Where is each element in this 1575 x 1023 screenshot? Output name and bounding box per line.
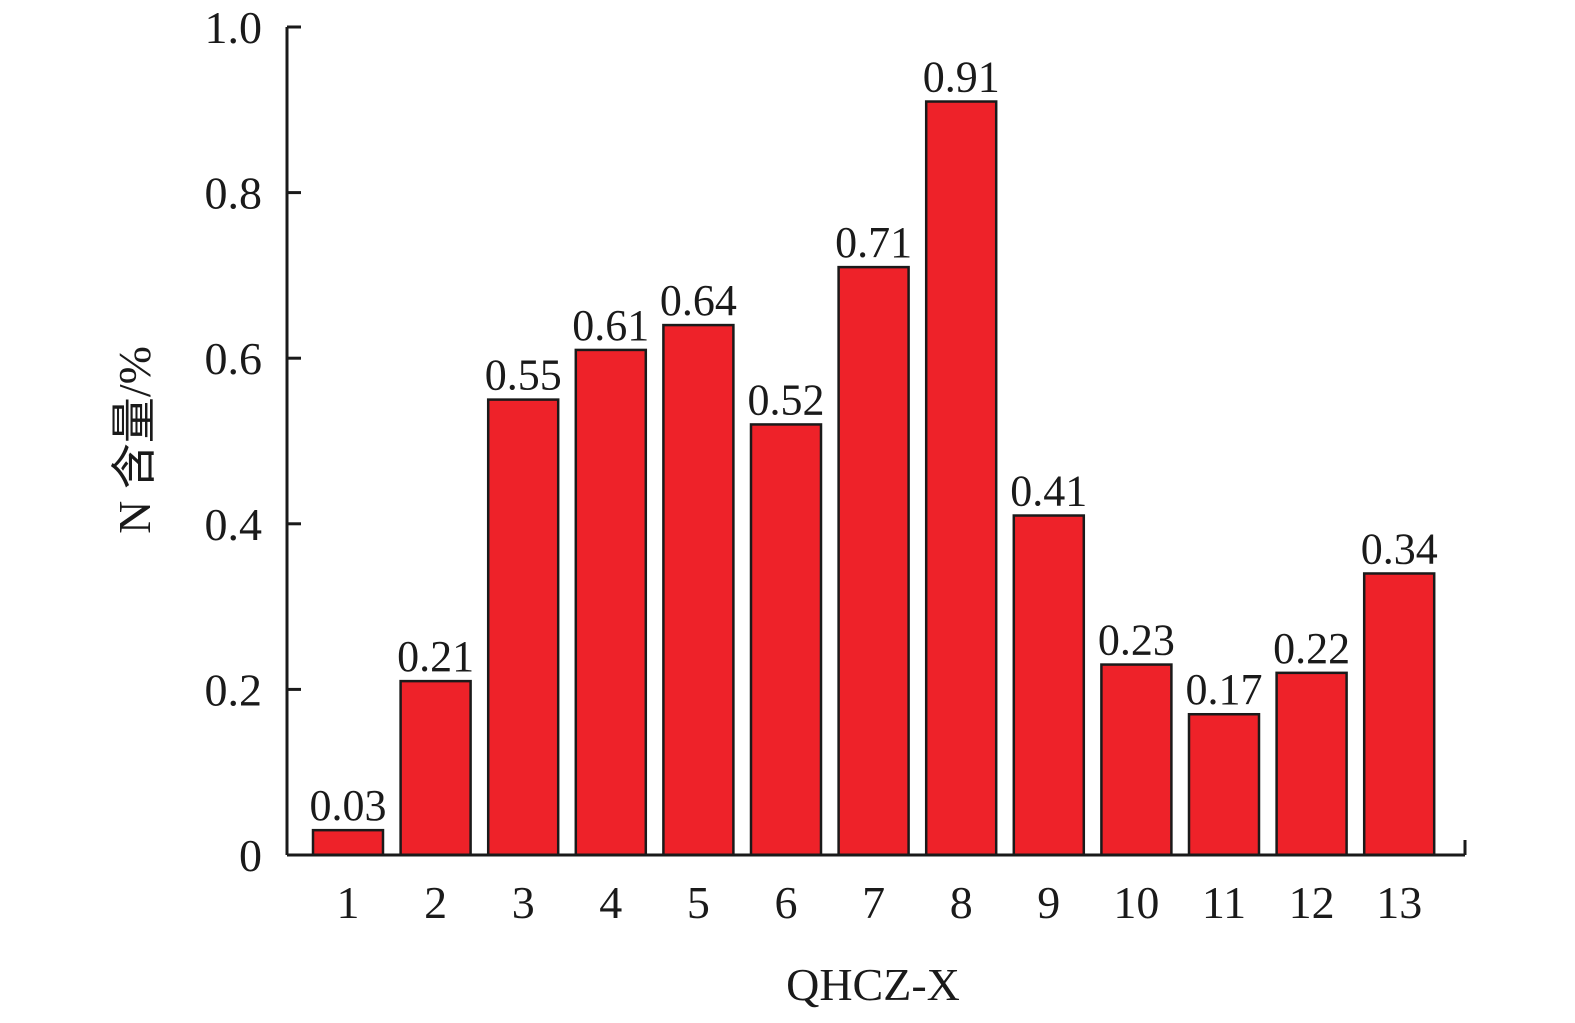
y-tick-label-5: 1.0 xyxy=(205,2,263,53)
bar-11 xyxy=(1187,712,1261,857)
x-tick-label-13: 13 xyxy=(1376,877,1422,928)
y-axis-title: N 含量/% xyxy=(109,346,160,534)
bar-3 xyxy=(486,398,560,857)
bar-2 xyxy=(399,679,472,857)
x-ticks-group: 1 2 3 4 5 6 7 8 9 10 11 12 13 xyxy=(337,877,1423,928)
data-label-6: 0.52 xyxy=(748,375,825,424)
data-label-9: 0.41 xyxy=(1010,467,1087,516)
x-tick-label-10: 10 xyxy=(1113,877,1159,928)
data-label-4: 0.61 xyxy=(572,301,649,350)
data-label-2: 0.21 xyxy=(397,632,474,681)
x-tick-label-3: 3 xyxy=(512,877,535,928)
bar-7 xyxy=(837,265,910,857)
y-tick-label-0: 0 xyxy=(239,830,262,881)
data-label-13: 0.34 xyxy=(1361,524,1438,573)
x-tick-label-1: 1 xyxy=(337,877,360,928)
x-tick-label-2: 2 xyxy=(424,877,447,928)
bar-10 xyxy=(1100,663,1173,857)
x-tick-label-7: 7 xyxy=(862,877,885,928)
data-label-12: 0.22 xyxy=(1273,624,1350,673)
bars-group xyxy=(311,100,1436,857)
bar-1 xyxy=(311,828,385,857)
x-tick-label-5: 5 xyxy=(687,877,710,928)
x-axis-title: QHCZ-X xyxy=(786,959,960,1010)
x-tick-label-8: 8 xyxy=(950,877,973,928)
data-label-3: 0.55 xyxy=(485,351,562,400)
x-tick-label-6: 6 xyxy=(775,877,798,928)
data-labels-group: 0.03 0.21 0.550.610.64 0.52 0.71 0.91 0.41 0.23… xyxy=(310,53,1438,831)
bar-4 xyxy=(574,348,648,857)
axes-group xyxy=(285,27,1467,857)
y-tick-label-1: 0.2 xyxy=(205,664,263,715)
y-tick-label-2: 0.4 xyxy=(205,499,263,550)
bar-12 xyxy=(1275,671,1348,857)
y-tick-label-3: 0.6 xyxy=(205,333,263,384)
y-tick-label-4: 0.8 xyxy=(205,168,263,219)
bar-13 xyxy=(1362,572,1436,857)
bar-5 xyxy=(662,323,735,857)
x-tick-label-12: 12 xyxy=(1289,877,1335,928)
bar-8 xyxy=(924,100,998,857)
data-label-7: 0.71 xyxy=(835,218,912,267)
data-label-5: 0.64 xyxy=(660,276,737,325)
bar-6 xyxy=(749,423,823,857)
data-label-1: 0.03 xyxy=(310,781,387,830)
y-ticks-group: 0 0.2 0.4 0.6 0.8 1.0 xyxy=(205,2,301,881)
data-label-11: 0.17 xyxy=(1186,665,1263,714)
data-label-8: 0.91 xyxy=(923,53,1000,102)
x-tick-label-11: 11 xyxy=(1202,877,1246,928)
x-tick-label-9: 9 xyxy=(1037,877,1060,928)
data-label-10: 0.23 xyxy=(1098,616,1175,665)
bar-9 xyxy=(1012,514,1086,857)
x-tick-label-4: 4 xyxy=(599,877,622,928)
